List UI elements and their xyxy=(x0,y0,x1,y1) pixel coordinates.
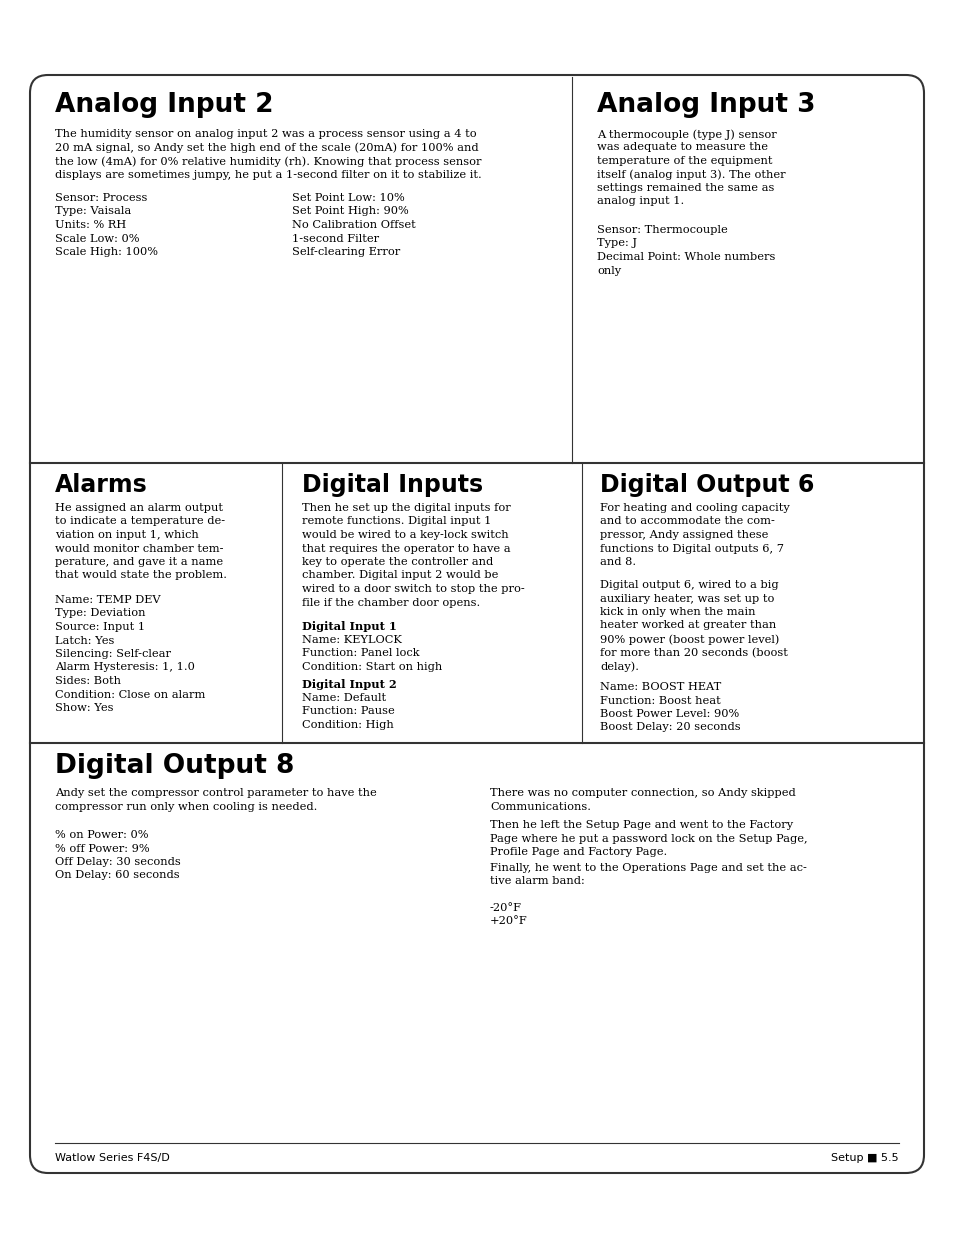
Text: % off Power: 9%: % off Power: 9% xyxy=(55,844,150,853)
Text: itself (analog input 3). The other: itself (analog input 3). The other xyxy=(597,169,785,180)
Text: Page where he put a password lock on the Setup Page,: Page where he put a password lock on the… xyxy=(490,834,807,844)
Text: 1-second Filter: 1-second Filter xyxy=(292,233,378,243)
Text: -20°F: -20°F xyxy=(490,903,521,913)
Text: Type: Deviation: Type: Deviation xyxy=(55,609,146,619)
Text: Function: Panel lock: Function: Panel lock xyxy=(302,648,419,658)
Text: Set Point High: 90%: Set Point High: 90% xyxy=(292,206,408,216)
Text: Watlow Series F4S/D: Watlow Series F4S/D xyxy=(55,1153,170,1163)
Text: Self-clearing Error: Self-clearing Error xyxy=(292,247,400,257)
Text: Profile Page and Factory Page.: Profile Page and Factory Page. xyxy=(490,847,666,857)
Text: Scale Low: 0%: Scale Low: 0% xyxy=(55,233,139,243)
Text: auxiliary heater, was set up to: auxiliary heater, was set up to xyxy=(599,594,774,604)
Text: Name: BOOST HEAT: Name: BOOST HEAT xyxy=(599,682,720,692)
Text: heater worked at greater than: heater worked at greater than xyxy=(599,620,776,631)
Text: file if the chamber door opens.: file if the chamber door opens. xyxy=(302,598,479,608)
Text: Sides: Both: Sides: Both xyxy=(55,676,121,685)
Text: Off Delay: 30 seconds: Off Delay: 30 seconds xyxy=(55,857,180,867)
Text: Then he left the Setup Page and went to the Factory: Then he left the Setup Page and went to … xyxy=(490,820,792,830)
Text: that requires the operator to have a: that requires the operator to have a xyxy=(302,543,510,553)
Text: Digital Input 2: Digital Input 2 xyxy=(302,679,396,690)
Text: compressor run only when cooling is needed.: compressor run only when cooling is need… xyxy=(55,802,317,811)
Text: for more than 20 seconds (boost: for more than 20 seconds (boost xyxy=(599,647,787,658)
Text: No Calibration Offset: No Calibration Offset xyxy=(292,220,416,230)
Text: Decimal Point: Whole numbers: Decimal Point: Whole numbers xyxy=(597,252,775,262)
Text: Condition: Close on alarm: Condition: Close on alarm xyxy=(55,689,205,699)
Text: Communications.: Communications. xyxy=(490,802,590,811)
Text: Analog Input 3: Analog Input 3 xyxy=(597,91,815,119)
Text: Scale High: 100%: Scale High: 100% xyxy=(55,247,158,257)
Text: Setup ■ 5.5: Setup ■ 5.5 xyxy=(830,1153,898,1163)
Text: Andy set the compressor control parameter to have the: Andy set the compressor control paramete… xyxy=(55,788,376,798)
Text: remote functions. Digital input 1: remote functions. Digital input 1 xyxy=(302,516,491,526)
Text: A thermocouple (type J) sensor: A thermocouple (type J) sensor xyxy=(597,128,776,140)
Text: functions to Digital outputs 6, 7: functions to Digital outputs 6, 7 xyxy=(599,543,783,553)
Text: analog input 1.: analog input 1. xyxy=(597,196,683,206)
Text: Sensor: Thermocouple: Sensor: Thermocouple xyxy=(597,225,727,235)
Text: Type: Vaisala: Type: Vaisala xyxy=(55,206,132,216)
Text: 20 mA signal, so Andy set the high end of the scale (20mA) for 100% and: 20 mA signal, so Andy set the high end o… xyxy=(55,142,478,153)
Text: Type: J: Type: J xyxy=(597,238,637,248)
Text: Name: Default: Name: Default xyxy=(302,693,386,703)
Text: Function: Pause: Function: Pause xyxy=(302,706,395,716)
Text: chamber. Digital input 2 would be: chamber. Digital input 2 would be xyxy=(302,571,497,580)
Text: Digital Inputs: Digital Inputs xyxy=(302,473,482,496)
Text: +20°F: +20°F xyxy=(490,916,527,926)
Text: was adequate to measure the: was adequate to measure the xyxy=(597,142,767,152)
Text: Finally, he went to the Operations Page and set the ac-: Finally, he went to the Operations Page … xyxy=(490,863,806,873)
Text: Then he set up the digital inputs for: Then he set up the digital inputs for xyxy=(302,503,510,513)
Text: Set Point Low: 10%: Set Point Low: 10% xyxy=(292,193,404,203)
Text: The humidity sensor on analog input 2 was a process sensor using a 4 to: The humidity sensor on analog input 2 wa… xyxy=(55,128,476,140)
Text: For heating and cooling capacity: For heating and cooling capacity xyxy=(599,503,789,513)
Text: key to operate the controller and: key to operate the controller and xyxy=(302,557,493,567)
Text: Show: Yes: Show: Yes xyxy=(55,703,113,713)
Text: viation on input 1, which: viation on input 1, which xyxy=(55,530,198,540)
Text: Alarms: Alarms xyxy=(55,473,148,496)
Text: temperature of the equipment: temperature of the equipment xyxy=(597,156,772,165)
Text: tive alarm band:: tive alarm band: xyxy=(490,877,584,887)
Text: that would state the problem.: that would state the problem. xyxy=(55,571,227,580)
Text: only: only xyxy=(597,266,620,275)
Text: On Delay: 60 seconds: On Delay: 60 seconds xyxy=(55,871,179,881)
Text: Analog Input 2: Analog Input 2 xyxy=(55,91,274,119)
Text: Sensor: Process: Sensor: Process xyxy=(55,193,147,203)
Text: Units: % RH: Units: % RH xyxy=(55,220,126,230)
Text: would be wired to a key-lock switch: would be wired to a key-lock switch xyxy=(302,530,508,540)
Text: the low (4mA) for 0% relative humidity (rh). Knowing that process sensor: the low (4mA) for 0% relative humidity (… xyxy=(55,156,481,167)
Text: Condition: Start on high: Condition: Start on high xyxy=(302,662,442,672)
Text: Boost Power Level: 90%: Boost Power Level: 90% xyxy=(599,709,739,719)
Text: delay).: delay). xyxy=(599,661,639,672)
Text: Latch: Yes: Latch: Yes xyxy=(55,636,114,646)
Text: Digital Output 6: Digital Output 6 xyxy=(599,473,814,496)
Text: perature, and gave it a name: perature, and gave it a name xyxy=(55,557,223,567)
Text: displays are sometimes jumpy, he put a 1-second filter on it to stabilize it.: displays are sometimes jumpy, he put a 1… xyxy=(55,169,481,179)
Text: Digital Input 1: Digital Input 1 xyxy=(302,621,396,632)
Text: wired to a door switch to stop the pro-: wired to a door switch to stop the pro- xyxy=(302,584,524,594)
Text: There was no computer connection, so Andy skipped: There was no computer connection, so And… xyxy=(490,788,795,798)
Text: and to accommodate the com-: and to accommodate the com- xyxy=(599,516,774,526)
Text: Boost Delay: 20 seconds: Boost Delay: 20 seconds xyxy=(599,722,740,732)
Text: Digital Output 8: Digital Output 8 xyxy=(55,753,294,779)
Text: Digital output 6, wired to a big: Digital output 6, wired to a big xyxy=(599,580,778,590)
Text: settings remained the same as: settings remained the same as xyxy=(597,183,774,193)
Text: Name: TEMP DEV: Name: TEMP DEV xyxy=(55,595,160,605)
Text: Alarm Hysteresis: 1, 1.0: Alarm Hysteresis: 1, 1.0 xyxy=(55,662,194,673)
Text: % on Power: 0%: % on Power: 0% xyxy=(55,830,149,840)
Text: Silencing: Self-clear: Silencing: Self-clear xyxy=(55,650,171,659)
Text: would monitor chamber tem-: would monitor chamber tem- xyxy=(55,543,223,553)
Text: Source: Input 1: Source: Input 1 xyxy=(55,622,145,632)
Text: He assigned an alarm output: He assigned an alarm output xyxy=(55,503,223,513)
Text: kick in only when the main: kick in only when the main xyxy=(599,606,755,618)
Text: to indicate a temperature de-: to indicate a temperature de- xyxy=(55,516,225,526)
Text: Function: Boost heat: Function: Boost heat xyxy=(599,695,720,705)
Text: Condition: High: Condition: High xyxy=(302,720,394,730)
Text: and 8.: and 8. xyxy=(599,557,636,567)
Text: pressor, Andy assigned these: pressor, Andy assigned these xyxy=(599,530,767,540)
Text: Name: KEYLOCK: Name: KEYLOCK xyxy=(302,635,401,645)
Text: 90% power (boost power level): 90% power (boost power level) xyxy=(599,634,779,645)
